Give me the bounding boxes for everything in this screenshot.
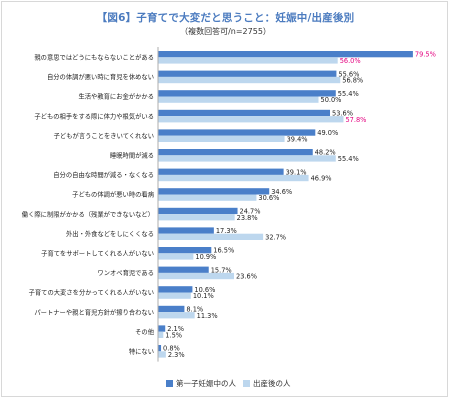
bar-series1 xyxy=(158,345,162,352)
legend-swatch-series1 xyxy=(166,380,173,387)
bar-series1 xyxy=(158,207,238,215)
category-label: 自分の自由な時間が減る・なくなる xyxy=(53,170,154,179)
chart-title: 【図6】子育てで大変だと思うこと：妊娠中/出産後別 xyxy=(96,12,355,24)
category-label: その他 xyxy=(135,327,155,336)
data-label-series1: 16.5% xyxy=(213,247,234,255)
bar-series2 xyxy=(158,194,257,201)
bar-series1 xyxy=(158,325,166,332)
bar-series1 xyxy=(158,51,413,58)
data-label-series1: 55.6% xyxy=(338,70,359,78)
category-label: 親の意思ではどうにもならないことがある xyxy=(34,53,154,62)
bar-series2 xyxy=(158,116,344,123)
bar-series2 xyxy=(158,331,164,338)
bar-series2 xyxy=(158,233,264,240)
data-label-series2: 2.3% xyxy=(168,351,185,359)
bar-series1 xyxy=(158,286,193,293)
data-label-series2: 50.0% xyxy=(321,96,342,104)
category-label: 睡眠時間が減る xyxy=(110,151,154,160)
bar-series2 xyxy=(158,76,341,84)
data-label-series2: 55.4% xyxy=(338,155,359,163)
data-label-series2: 23.6% xyxy=(236,273,257,281)
category-label: 特にない xyxy=(129,347,154,356)
data-label-series1: 8.1% xyxy=(186,306,203,314)
data-label-series2: 46.9% xyxy=(311,175,332,183)
data-label-series2: 10.1% xyxy=(193,292,214,300)
bar-series2 xyxy=(158,272,235,280)
data-label-series2: 57.8% xyxy=(345,116,366,124)
data-label-series2: 10.9% xyxy=(195,253,216,261)
data-label-series1: 0.8% xyxy=(163,345,180,353)
chart-subtitle: （複数回答可/n=2755） xyxy=(180,27,271,36)
legend-label-series1: 第一子妊娠中の人 xyxy=(176,379,236,388)
data-label-series1: 49.0% xyxy=(317,129,338,137)
bar-series1 xyxy=(158,188,270,195)
bar-series2 xyxy=(158,312,195,319)
bar-series1 xyxy=(158,247,212,254)
bar-series1 xyxy=(158,305,185,313)
data-label-series1: 17.3% xyxy=(216,227,237,235)
bar-series2 xyxy=(158,214,235,221)
bar-series2 xyxy=(158,351,166,358)
data-label-series2: 32.7% xyxy=(265,233,286,241)
data-label-series2: 56.8% xyxy=(342,77,363,85)
bar-series2 xyxy=(158,57,338,64)
category-label: 子どもの体調が悪い時の看病 xyxy=(72,190,155,199)
bar-series1 xyxy=(158,168,284,175)
legend-item-series2: 出産後の人 xyxy=(243,378,291,389)
category-label: 子育ての大変さを分かってくれる人がいない xyxy=(29,288,154,297)
category-label: 子どもの相手をする際に体力や根気がいる xyxy=(34,111,154,120)
bar-series2 xyxy=(158,253,194,260)
bar-series2 xyxy=(158,96,319,103)
data-label-series2: 11.3% xyxy=(197,312,218,320)
data-label-series1: 48.2% xyxy=(315,149,336,157)
bar-series2 xyxy=(158,135,285,142)
data-label-series1: 34.6% xyxy=(271,188,292,196)
bar-series1 xyxy=(158,90,336,97)
data-label-series2: 30.6% xyxy=(258,194,279,202)
data-label-series1: 53.6% xyxy=(332,110,353,118)
data-label-series2: 39.4% xyxy=(287,135,308,143)
data-label-series1: 15.7% xyxy=(211,266,232,274)
legend-item-series1: 第一子妊娠中の人 xyxy=(166,378,236,389)
category-label: 生活や教育にお金がかかる xyxy=(78,92,154,101)
data-label-series1: 79.5% xyxy=(415,51,436,59)
data-label-series2: 1.5% xyxy=(165,331,182,339)
bar-series1 xyxy=(158,227,214,234)
bar-series1 xyxy=(158,70,337,77)
data-label-series2: 23.8% xyxy=(237,214,258,222)
category-label: 子どもが言うことをきいてくれない xyxy=(54,131,154,140)
data-label-series2: 56.0% xyxy=(340,57,361,65)
legend-swatch-series2 xyxy=(243,380,250,387)
category-label: 働く際に制限がかかる（残業ができないなど） xyxy=(22,209,154,218)
bar-series1 xyxy=(158,129,316,136)
category-label: 自分の体調が悪い時に育児を休めない xyxy=(47,72,154,81)
category-label: パートナーや親と育児方針が擦り合わない xyxy=(34,307,154,316)
legend-label-series2: 出産後の人 xyxy=(253,379,291,388)
category-label: 子育てをサポートしてくれる人がいない xyxy=(41,249,154,258)
data-label-series1: 10.6% xyxy=(194,286,215,294)
data-label-series1: 55.4% xyxy=(338,90,359,98)
data-label-series1: 24.7% xyxy=(240,208,261,216)
bar-series1 xyxy=(158,149,313,156)
category-label: 外出・外食などをしにくくなる xyxy=(66,229,154,238)
bar-series2 xyxy=(158,292,191,299)
data-label-series1: 39.1% xyxy=(286,168,307,176)
bar-series1 xyxy=(158,109,331,117)
bar-series2 xyxy=(158,155,336,162)
bar-series2 xyxy=(158,174,309,182)
category-label: ワンオペ育児である xyxy=(97,268,154,277)
bar-series1 xyxy=(158,266,209,273)
data-label-series1: 2.1% xyxy=(167,325,184,333)
